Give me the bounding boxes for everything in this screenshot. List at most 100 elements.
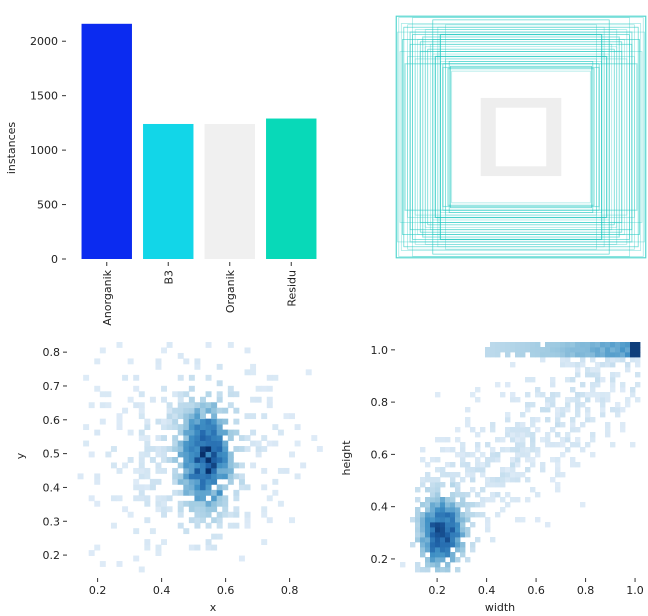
xy-heatmap-cell [188,396,195,403]
wh-heatmap-cell [415,512,421,518]
box-outline [447,68,595,206]
wh-heatmap-cell [485,442,491,448]
wh-heatmap-cell [440,497,446,503]
xy-heatmap-cell [183,418,190,425]
box-outline [434,55,608,219]
xy-heatmap-cell [211,544,218,551]
xy-heatmap-cell [144,446,151,452]
wh-heatmap-cell [430,517,436,523]
xy-heatmap-cell [133,478,140,485]
xy-heatmap-cell [144,424,151,431]
xy-heatmap-cell [222,506,229,513]
xy-heatmap-cell [255,440,262,447]
wh-heatmap-cell [630,392,636,398]
box-outline [437,26,605,248]
xy-heatmap-cell [200,478,206,485]
wh-heatmap-cell [485,457,491,463]
xy-heatmap-cell [166,446,173,452]
xy-heatmap-cell [200,495,206,502]
wh-heatmap-cell [530,347,536,353]
xy-heatmap-cell [188,374,195,381]
xy-heatmap-cell [188,478,195,485]
xy-heatmap-cell [205,462,212,469]
xy-heatmap-cell [216,511,223,518]
wh-heatmap-cell [435,492,441,498]
wh-heatmap-cell [625,367,631,373]
wh-heatmap-cell [475,397,481,403]
box-outline [400,23,642,251]
wh-heatmap-cell [490,492,496,498]
xy-heatmap-cell [149,457,156,463]
wh-heatmap-cell [530,462,536,468]
wh-heatmap-cell [595,392,601,398]
xy-heatmap-cell [188,413,195,420]
wh-heatmap-cell [430,532,436,538]
wh-heatmap-cell [480,502,486,508]
wh-heatmap-cell [610,382,616,388]
xy-heatmap-cell [200,506,206,513]
xy-heatmap-cell [133,374,140,381]
wh-heatmap-cell [515,447,521,453]
wh-heatmap-cell [425,462,431,468]
wh-heatmap-cell [480,452,486,458]
xy-heatmap-cell [244,517,251,524]
xy-heatmap-cell [194,363,201,370]
wh-heatmap-cell [575,372,581,378]
wh-heatmap-cell [495,437,501,443]
xy-heatmap-cell [144,500,151,507]
xy-x-tick-label: 0.6 [217,584,235,597]
xy-heatmap-cell [127,429,134,436]
xy-heatmap-cell [305,369,312,376]
xy-heatmap-cell [183,358,190,365]
wh-heatmap-cell [430,482,436,488]
xy-heatmap-cell [200,500,206,507]
wh-heatmap-cell [435,517,441,523]
wh-heatmap-cell [425,542,431,548]
wh-heatmap-cell [530,447,536,453]
wh-heatmap-cell [625,347,631,353]
wh-heatmap-cell [580,502,586,508]
wh-heatmap-cell [560,357,566,363]
xy-heatmap-cell [200,429,206,436]
xy-heatmap-cell [188,489,195,496]
wh-heatmap-cell [535,517,541,523]
xy-heatmap-cell [177,429,184,436]
wh-heatmap-cell [520,427,526,433]
xy-heatmap-cell [244,369,251,376]
wh-heatmap-cell [535,417,541,423]
wh-heatmap-cell [605,347,611,353]
xy-heatmap-cell [216,489,223,496]
wh-heatmap-cell [445,532,451,538]
wh-heatmap-cell [505,382,511,388]
xy-y-axis-label: y [14,452,27,459]
wh-heatmap-cell [565,362,571,368]
xy-heatmap-cell [161,539,168,546]
wh-heatmap-cell [600,402,606,408]
xy-heatmap-cell [222,500,229,507]
xy-heatmap-cell [244,435,251,441]
wh-heatmap-cell [430,547,436,553]
bar-x-tick-label: Residu [285,270,298,307]
wh-heatmap-cell [510,392,516,398]
wh-heatmap-cell [610,377,616,383]
wh-heatmap-cell [490,537,496,543]
wh-heatmap-cell [460,552,466,558]
wh-heatmap-cell [520,347,526,353]
xy-heatmap-cell [161,385,168,392]
xy-heatmap-cell [233,506,240,513]
wh-heatmap-cell [490,352,496,358]
wh-heatmap-cell [445,507,451,513]
wh-heatmap-cell [500,467,506,473]
xy-heatmap-cell [177,506,184,513]
xy-heatmap-cell [194,478,201,485]
xy-heatmap-cell [138,429,145,436]
wh-heatmap-cell [460,497,466,503]
xy-heatmap-cell [177,407,184,414]
wh-heatmap-cell [535,352,541,358]
wh-heatmap-cell [600,377,606,383]
wh-heatmap-cell [570,457,576,463]
xy-heatmap-cell [233,391,240,398]
wh-heatmap-cell [435,552,441,558]
xy-heatmap-cell [238,435,245,441]
wh-heatmap-cell [420,502,426,508]
